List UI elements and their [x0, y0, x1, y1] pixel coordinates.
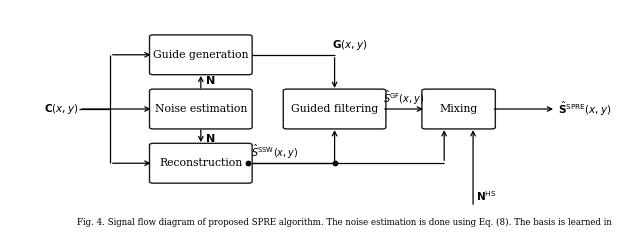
FancyBboxPatch shape	[284, 89, 386, 129]
FancyBboxPatch shape	[150, 35, 252, 75]
Text: $\hat{\mathit{S}}^{\mathsf{GF}}(x,y)$: $\hat{\mathit{S}}^{\mathsf{GF}}(x,y)$	[383, 89, 424, 107]
Text: Reconstruction: Reconstruction	[159, 158, 243, 168]
Text: $\hat{\mathbf{S}}^{\mathsf{SPRE}}(x,y)$: $\hat{\mathbf{S}}^{\mathsf{SPRE}}(x,y)$	[558, 100, 612, 118]
FancyBboxPatch shape	[422, 89, 495, 129]
Text: $\mathbf{C}(x,y)$: $\mathbf{C}(x,y)$	[44, 102, 78, 116]
Text: $\hat{\mathit{S}}^{\mathsf{SSW}}(x,y)$: $\hat{\mathit{S}}^{\mathsf{SSW}}(x,y)$	[251, 143, 298, 161]
Text: $\mathbf{N}$: $\mathbf{N}$	[205, 132, 215, 144]
Text: Fig. 4. Signal flow diagram of proposed SPRE algorithm. The noise estimation is : Fig. 4. Signal flow diagram of proposed …	[77, 218, 612, 227]
FancyBboxPatch shape	[150, 143, 252, 183]
Text: Mixing: Mixing	[440, 104, 477, 114]
Text: Guided filtering: Guided filtering	[291, 104, 378, 114]
Text: $\mathbf{N}^{\mathsf{HS}}$: $\mathbf{N}^{\mathsf{HS}}$	[476, 189, 497, 203]
FancyBboxPatch shape	[150, 89, 252, 129]
Text: Noise estimation: Noise estimation	[155, 104, 247, 114]
Text: Guide generation: Guide generation	[153, 50, 248, 60]
Text: $\mathbf{N}$: $\mathbf{N}$	[205, 74, 215, 86]
Text: $\mathbf{G}(x,y)$: $\mathbf{G}(x,y)$	[332, 38, 367, 52]
